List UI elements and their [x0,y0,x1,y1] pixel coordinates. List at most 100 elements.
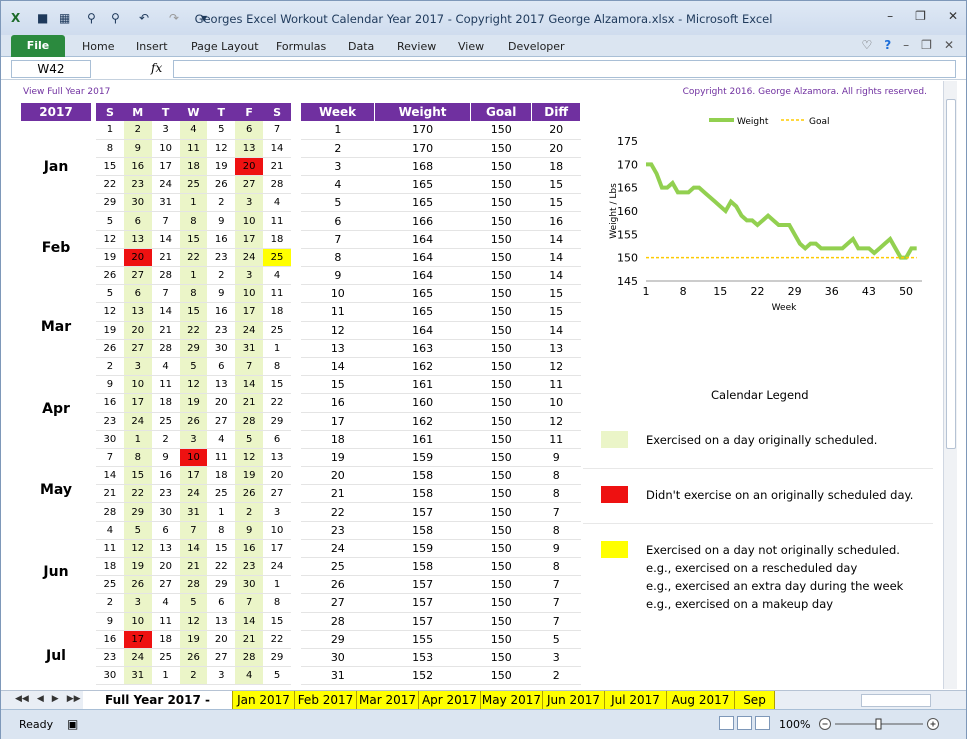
calendar-day-cell[interactable]: 24 [263,557,291,577]
table-cell[interactable]: 170 [374,121,471,140]
calendar-day-cell[interactable]: 29 [207,575,236,595]
table-cell[interactable]: 15 [531,175,581,195]
file-tab[interactable]: File [11,35,65,57]
sheet-tab[interactable]: Sep 20 [735,691,775,725]
calendar-day-cell[interactable]: 19 [207,157,236,177]
undo-icon[interactable]: ↶ [139,11,150,25]
calendar-day-cell[interactable]: 18 [207,466,236,486]
calendar-day-cell[interactable]: 16 [96,393,124,413]
table-cell[interactable]: 166 [374,211,471,231]
table-cell[interactable]: 153 [374,648,471,668]
table-cell[interactable]: 150 [470,393,532,413]
calendar-day-cell[interactable]: 14 [263,139,291,158]
table-cell[interactable]: 164 [374,266,471,286]
calendar-day-cell[interactable]: 12 [179,612,208,631]
calendar-day-cell[interactable]: 7 [151,211,180,231]
calendar-day-cell[interactable]: 3 [179,430,208,449]
calendar-day-cell[interactable]: 6 [151,521,180,540]
calendar-day-cell[interactable]: 13 [123,302,152,322]
restore-icon[interactable]: ❐ [915,9,926,23]
table-cell[interactable]: 30 [301,648,375,668]
calendar-day-cell[interactable]: 20 [235,157,264,177]
calendar-day-cell[interactable]: 11 [263,284,291,304]
replace-icon[interactable]: ⚲ [111,11,120,25]
prev-sheet-icon[interactable]: ◀ [36,694,44,704]
calendar-day-cell[interactable]: 6 [207,593,236,613]
sheet-tab[interactable]: Apr 2017 [419,691,481,709]
calendar-day-cell[interactable]: 12 [96,230,124,249]
sheet-tab[interactable]: Feb 2017 [295,691,357,709]
calendar-day-cell[interactable]: 10 [235,211,264,231]
table-cell[interactable]: 150 [470,248,532,268]
table-cell[interactable]: 6 [301,211,375,231]
table-cell[interactable]: 150 [470,666,532,686]
calendar-day-cell[interactable]: 4 [207,430,236,449]
calendar-day-cell[interactable]: 11 [151,375,180,395]
calendar-day-cell[interactable]: 11 [179,139,208,158]
table-cell[interactable]: 157 [374,593,471,613]
sheet-tab[interactable]: May 2017 [481,691,543,709]
table-cell[interactable]: 150 [470,357,532,377]
table-cell[interactable]: 10 [301,284,375,304]
workbook-minimize-icon[interactable]: – [903,38,910,52]
calendar-day-cell[interactable]: 15 [207,539,236,559]
table-cell[interactable]: 165 [374,302,471,322]
calendar-day-cell[interactable]: 6 [123,211,152,231]
table-cell[interactable]: 17 [301,412,375,431]
calendar-day-cell[interactable]: 22 [179,248,208,268]
table-cell[interactable]: 152 [374,666,471,686]
calendar-day-cell[interactable]: 28 [151,266,180,286]
calendar-day-cell[interactable]: 1 [179,193,208,213]
table-cell[interactable]: 29 [301,630,375,649]
calendar-day-cell[interactable]: 7 [151,284,180,304]
calendar-day-cell[interactable]: 23 [96,412,124,431]
horizontal-scrollbar[interactable] [861,694,931,707]
calendar-day-cell[interactable]: 27 [151,575,180,595]
table-cell[interactable]: 150 [470,521,532,540]
calendar-day-cell[interactable]: 21 [179,557,208,577]
table-cell[interactable]: 15 [531,302,581,322]
calendar-day-cell[interactable]: 15 [263,612,291,631]
table-cell[interactable]: 15 [531,193,581,213]
calendar-day-cell[interactable]: 31 [123,666,152,686]
calendar-day-cell[interactable]: 26 [179,412,208,431]
find-icon[interactable]: ⚲ [87,11,96,25]
calendar-day-cell[interactable]: 30 [123,193,152,213]
calendar-day-cell[interactable]: 2 [179,666,208,686]
calendar-day-cell[interactable]: 30 [151,502,180,522]
calendar-day-cell[interactable]: 10 [123,612,152,631]
calendar-day-cell[interactable]: 8 [96,139,124,158]
table-cell[interactable]: 150 [470,175,532,195]
table-cell[interactable]: 150 [470,557,532,577]
calendar-day-cell[interactable]: 12 [96,302,124,322]
collapse-ribbon-icon[interactable]: ♡ [861,38,873,52]
calendar-day-cell[interactable]: 7 [96,448,124,468]
calendar-day-cell[interactable]: 6 [235,121,264,140]
calendar-day-cell[interactable]: 10 [151,139,180,158]
table-cell[interactable]: 12 [301,321,375,340]
calendar-day-cell[interactable]: 28 [235,412,264,431]
table-cell[interactable]: 9 [301,266,375,286]
calendar-day-cell[interactable]: 18 [179,157,208,177]
insert-function-icon[interactable]: fx [151,61,163,75]
calendar-day-cell[interactable]: 7 [235,357,264,377]
calendar-day-cell[interactable]: 5 [263,666,291,686]
table-cell[interactable]: 157 [374,575,471,595]
table-cell[interactable]: 11 [531,430,581,449]
calendar-day-cell[interactable]: 5 [235,430,264,449]
last-sheet-icon[interactable]: ▶▶ [66,694,81,704]
calendar-day-cell[interactable]: 2 [96,357,124,377]
calendar-day-cell[interactable]: 24 [123,412,152,431]
table-cell[interactable]: 16 [301,393,375,413]
calendar-day-cell[interactable]: 19 [179,393,208,413]
calendar-day-cell[interactable]: 20 [151,557,180,577]
table-cell[interactable]: 3 [531,648,581,668]
calendar-day-cell[interactable]: 20 [207,630,236,649]
table-cell[interactable]: 161 [374,430,471,449]
sheet-tab[interactable]: Jul 2017 [605,691,667,709]
table-cell[interactable]: 162 [374,357,471,377]
calendar-day-cell[interactable]: 19 [96,248,124,268]
calendar-day-cell[interactable]: 25 [207,484,236,504]
calendar-day-cell[interactable]: 26 [235,484,264,504]
calendar-day-cell[interactable]: 7 [235,593,264,613]
